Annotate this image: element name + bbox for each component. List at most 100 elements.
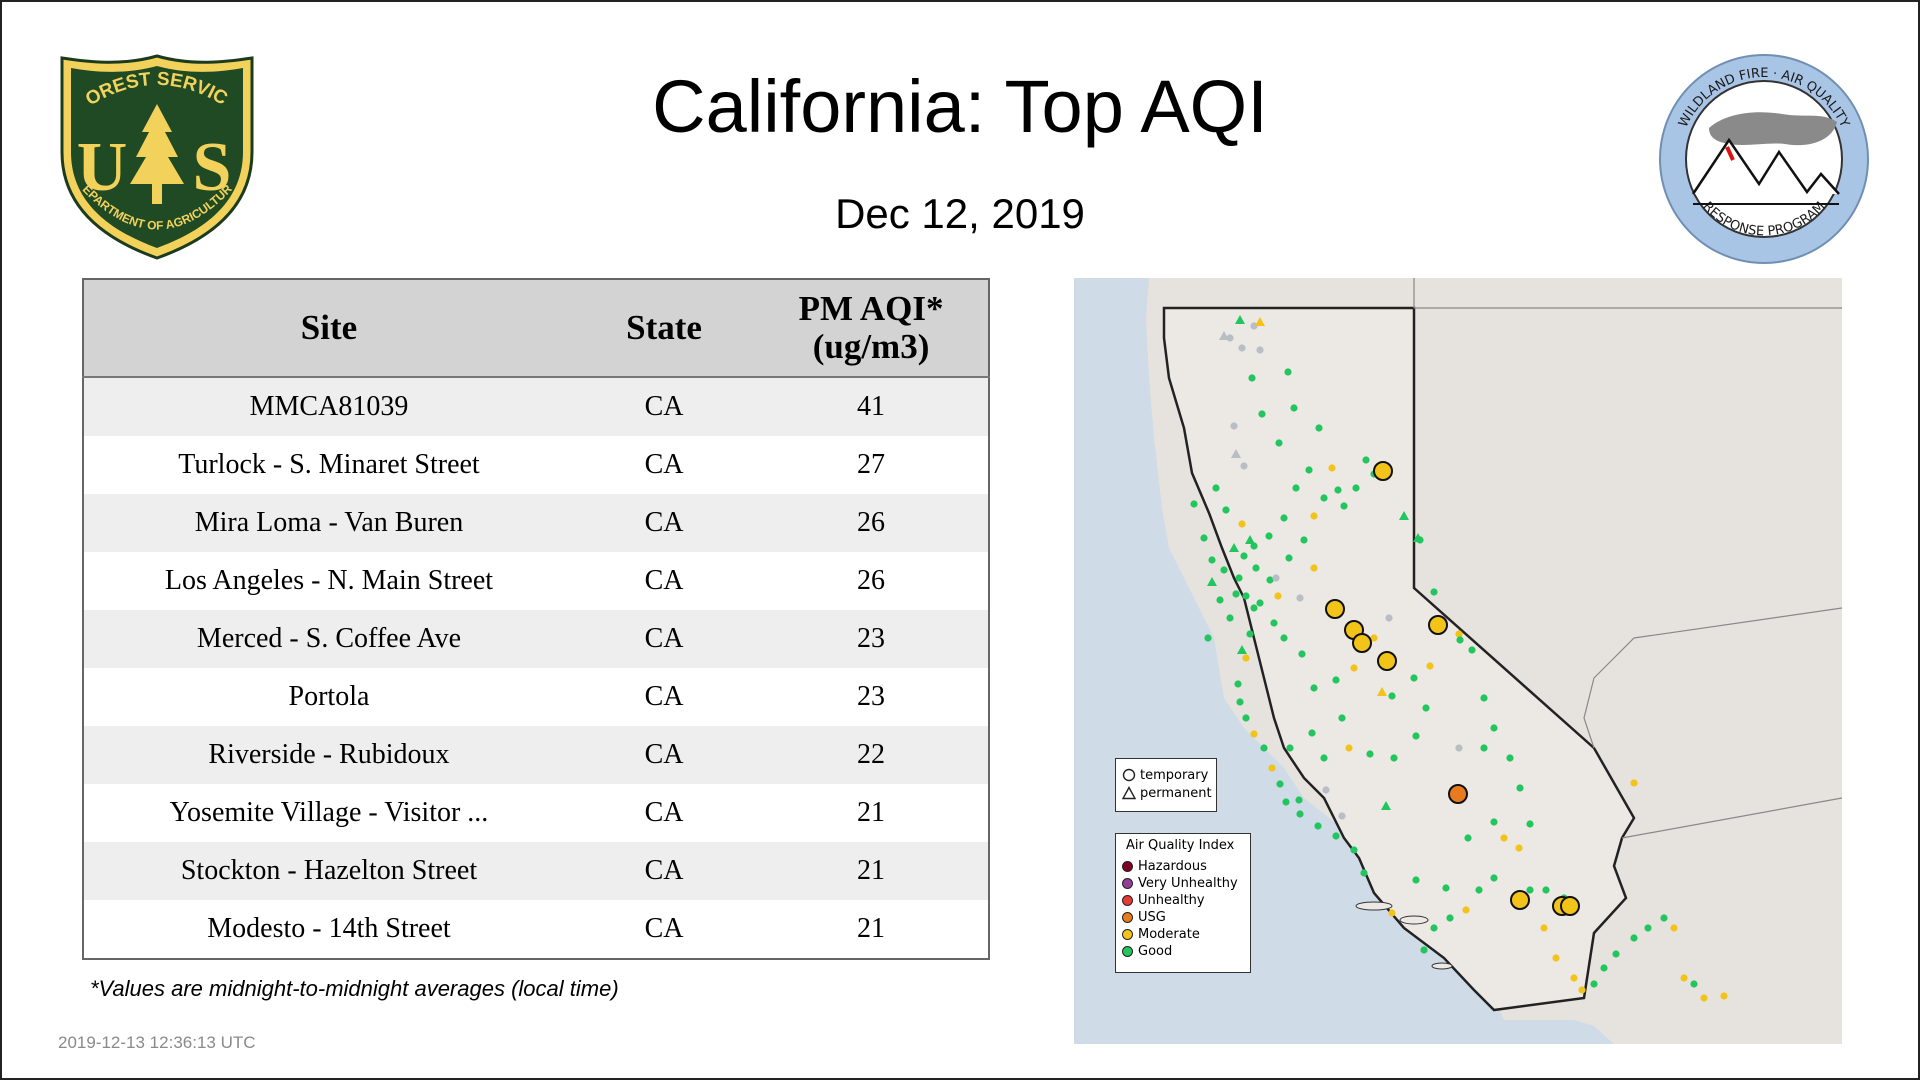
monitor-dot — [1235, 574, 1243, 582]
monitor-dot — [1216, 596, 1224, 604]
monitor-dot — [1276, 780, 1284, 788]
monitor-dot — [1242, 592, 1250, 600]
aqi-cell: 26 — [754, 494, 989, 552]
monitor-dot — [1456, 636, 1464, 644]
monitor-dot — [1442, 884, 1450, 892]
site-cell: Portola — [83, 668, 574, 726]
monitor-dot — [1542, 886, 1550, 894]
aqi-cell: 26 — [754, 552, 989, 610]
legend-permanent-label: permanent — [1140, 785, 1212, 801]
legend-moderate-label: Moderate — [1138, 926, 1200, 942]
monitor-dot — [1468, 646, 1476, 654]
monitor-triangle — [1219, 331, 1229, 340]
usfs-letter-s: S — [193, 129, 232, 206]
aqi-cell: 21 — [754, 842, 989, 900]
monitor-dot — [1490, 818, 1498, 826]
monitor-dot — [1350, 664, 1358, 672]
state-cell: CA — [573, 668, 755, 726]
monitor-dot — [1462, 906, 1470, 914]
table-header-row: Site State PM AQI* (ug/m3) — [83, 279, 989, 378]
monitor-dot — [1464, 834, 1472, 842]
monitor-triangle — [1413, 533, 1423, 542]
legend-very-unhealthy: Very Unhealthy — [1122, 875, 1238, 891]
moderate-swatch — [1122, 928, 1133, 940]
table-row: MMCA81039 CA 41 — [83, 377, 989, 436]
monitor-dot — [1315, 424, 1323, 432]
monitor-dot — [1630, 934, 1638, 942]
monitor-dot — [1515, 844, 1523, 852]
monitor-dot — [1426, 662, 1434, 670]
state-cell: CA — [573, 900, 755, 959]
circle-icon — [1122, 768, 1136, 782]
monitor-dot — [1690, 980, 1698, 988]
monitor-triangle — [1235, 315, 1245, 324]
monitor-dot — [1246, 630, 1254, 638]
legend-usg-label: USG — [1138, 909, 1166, 925]
site-cell: Riverside - Rubidoux — [83, 726, 574, 784]
monitor-dot — [1310, 684, 1318, 692]
monitor-dot — [1526, 886, 1534, 894]
monitor-dot — [1446, 914, 1454, 922]
monitor-dot — [1204, 634, 1212, 642]
aqi-legend: Air Quality Index Hazardous Very Unhealt… — [1115, 833, 1251, 973]
site-cell: Yosemite Village - Visitor ... — [83, 784, 574, 842]
table-row: Yosemite Village - Visitor ... CA 21 — [83, 784, 989, 842]
site-cell: Modesto - 14th Street — [83, 900, 574, 959]
table-row: Riverside - Rubidoux CA 22 — [83, 726, 989, 784]
monitor-dot — [1252, 564, 1260, 572]
monitor-dot — [1338, 812, 1346, 820]
monitor-dot — [1296, 594, 1304, 602]
generated-timestamp: 2019-12-13 12:36:13 UTC — [58, 1033, 256, 1052]
monitor-dot — [1310, 512, 1318, 520]
monitor-dot — [1286, 744, 1294, 752]
monitor-dot — [1680, 974, 1688, 982]
monitor-dot — [1292, 484, 1300, 492]
monitor-triangle — [1255, 317, 1265, 326]
state-cell: CA — [573, 436, 755, 494]
monitor-dot — [1352, 484, 1360, 492]
monitor-dot — [1612, 950, 1620, 958]
monitor-dot — [1266, 576, 1274, 584]
monitor-triangle — [1377, 687, 1387, 696]
aqi-cell: 27 — [754, 436, 989, 494]
state-cell: CA — [573, 784, 755, 842]
aqi-cell: 23 — [754, 610, 989, 668]
monitor-dot — [1644, 924, 1652, 932]
site-cell: Los Angeles - N. Main Street — [83, 552, 574, 610]
monitor-dot — [1320, 754, 1328, 762]
usg-swatch — [1122, 911, 1133, 923]
site-cell: Stockton - Hazelton Street — [83, 842, 574, 900]
legend-very-unhealthy-label: Very Unhealthy — [1138, 875, 1238, 891]
monitor-dot — [1578, 986, 1586, 994]
monitor-dot — [1410, 674, 1418, 682]
report-date: Dec 12, 2019 — [835, 190, 1085, 237]
top-site-marker — [1428, 615, 1448, 635]
monitor-dot — [1328, 464, 1336, 472]
monitor-dot — [1270, 619, 1278, 627]
state-cell: CA — [573, 842, 755, 900]
monitor-triangle — [1399, 511, 1409, 520]
monitor-dot — [1222, 506, 1230, 514]
monitor-dot — [1540, 924, 1548, 932]
monitor-dot — [1320, 494, 1328, 502]
column-header-pm-aqi: PM AQI* (ug/m3) — [754, 279, 989, 378]
triangle-icon — [1122, 786, 1136, 800]
monitor-dot — [1362, 456, 1370, 464]
usfs-letter-u: U — [77, 129, 128, 206]
monitor-dot — [1275, 439, 1283, 447]
monitor-dot — [1295, 796, 1303, 804]
monitor-dot — [1480, 744, 1488, 752]
california-aqi-map: temporary permanent Air Quality Index Ha… — [1074, 278, 1842, 1044]
monitor-dot — [1720, 992, 1728, 1000]
aqi-markers — [1190, 315, 1728, 1002]
monitor-dot — [1272, 574, 1280, 582]
monitor-dot — [1366, 750, 1374, 758]
monitor-triangle — [1245, 535, 1255, 544]
monitor-dot — [1322, 786, 1330, 794]
monitor-dot — [1240, 462, 1248, 470]
aqi-cell: 21 — [754, 900, 989, 959]
aqi-cell: 23 — [754, 668, 989, 726]
legend-unhealthy-label: Unhealthy — [1138, 892, 1205, 908]
